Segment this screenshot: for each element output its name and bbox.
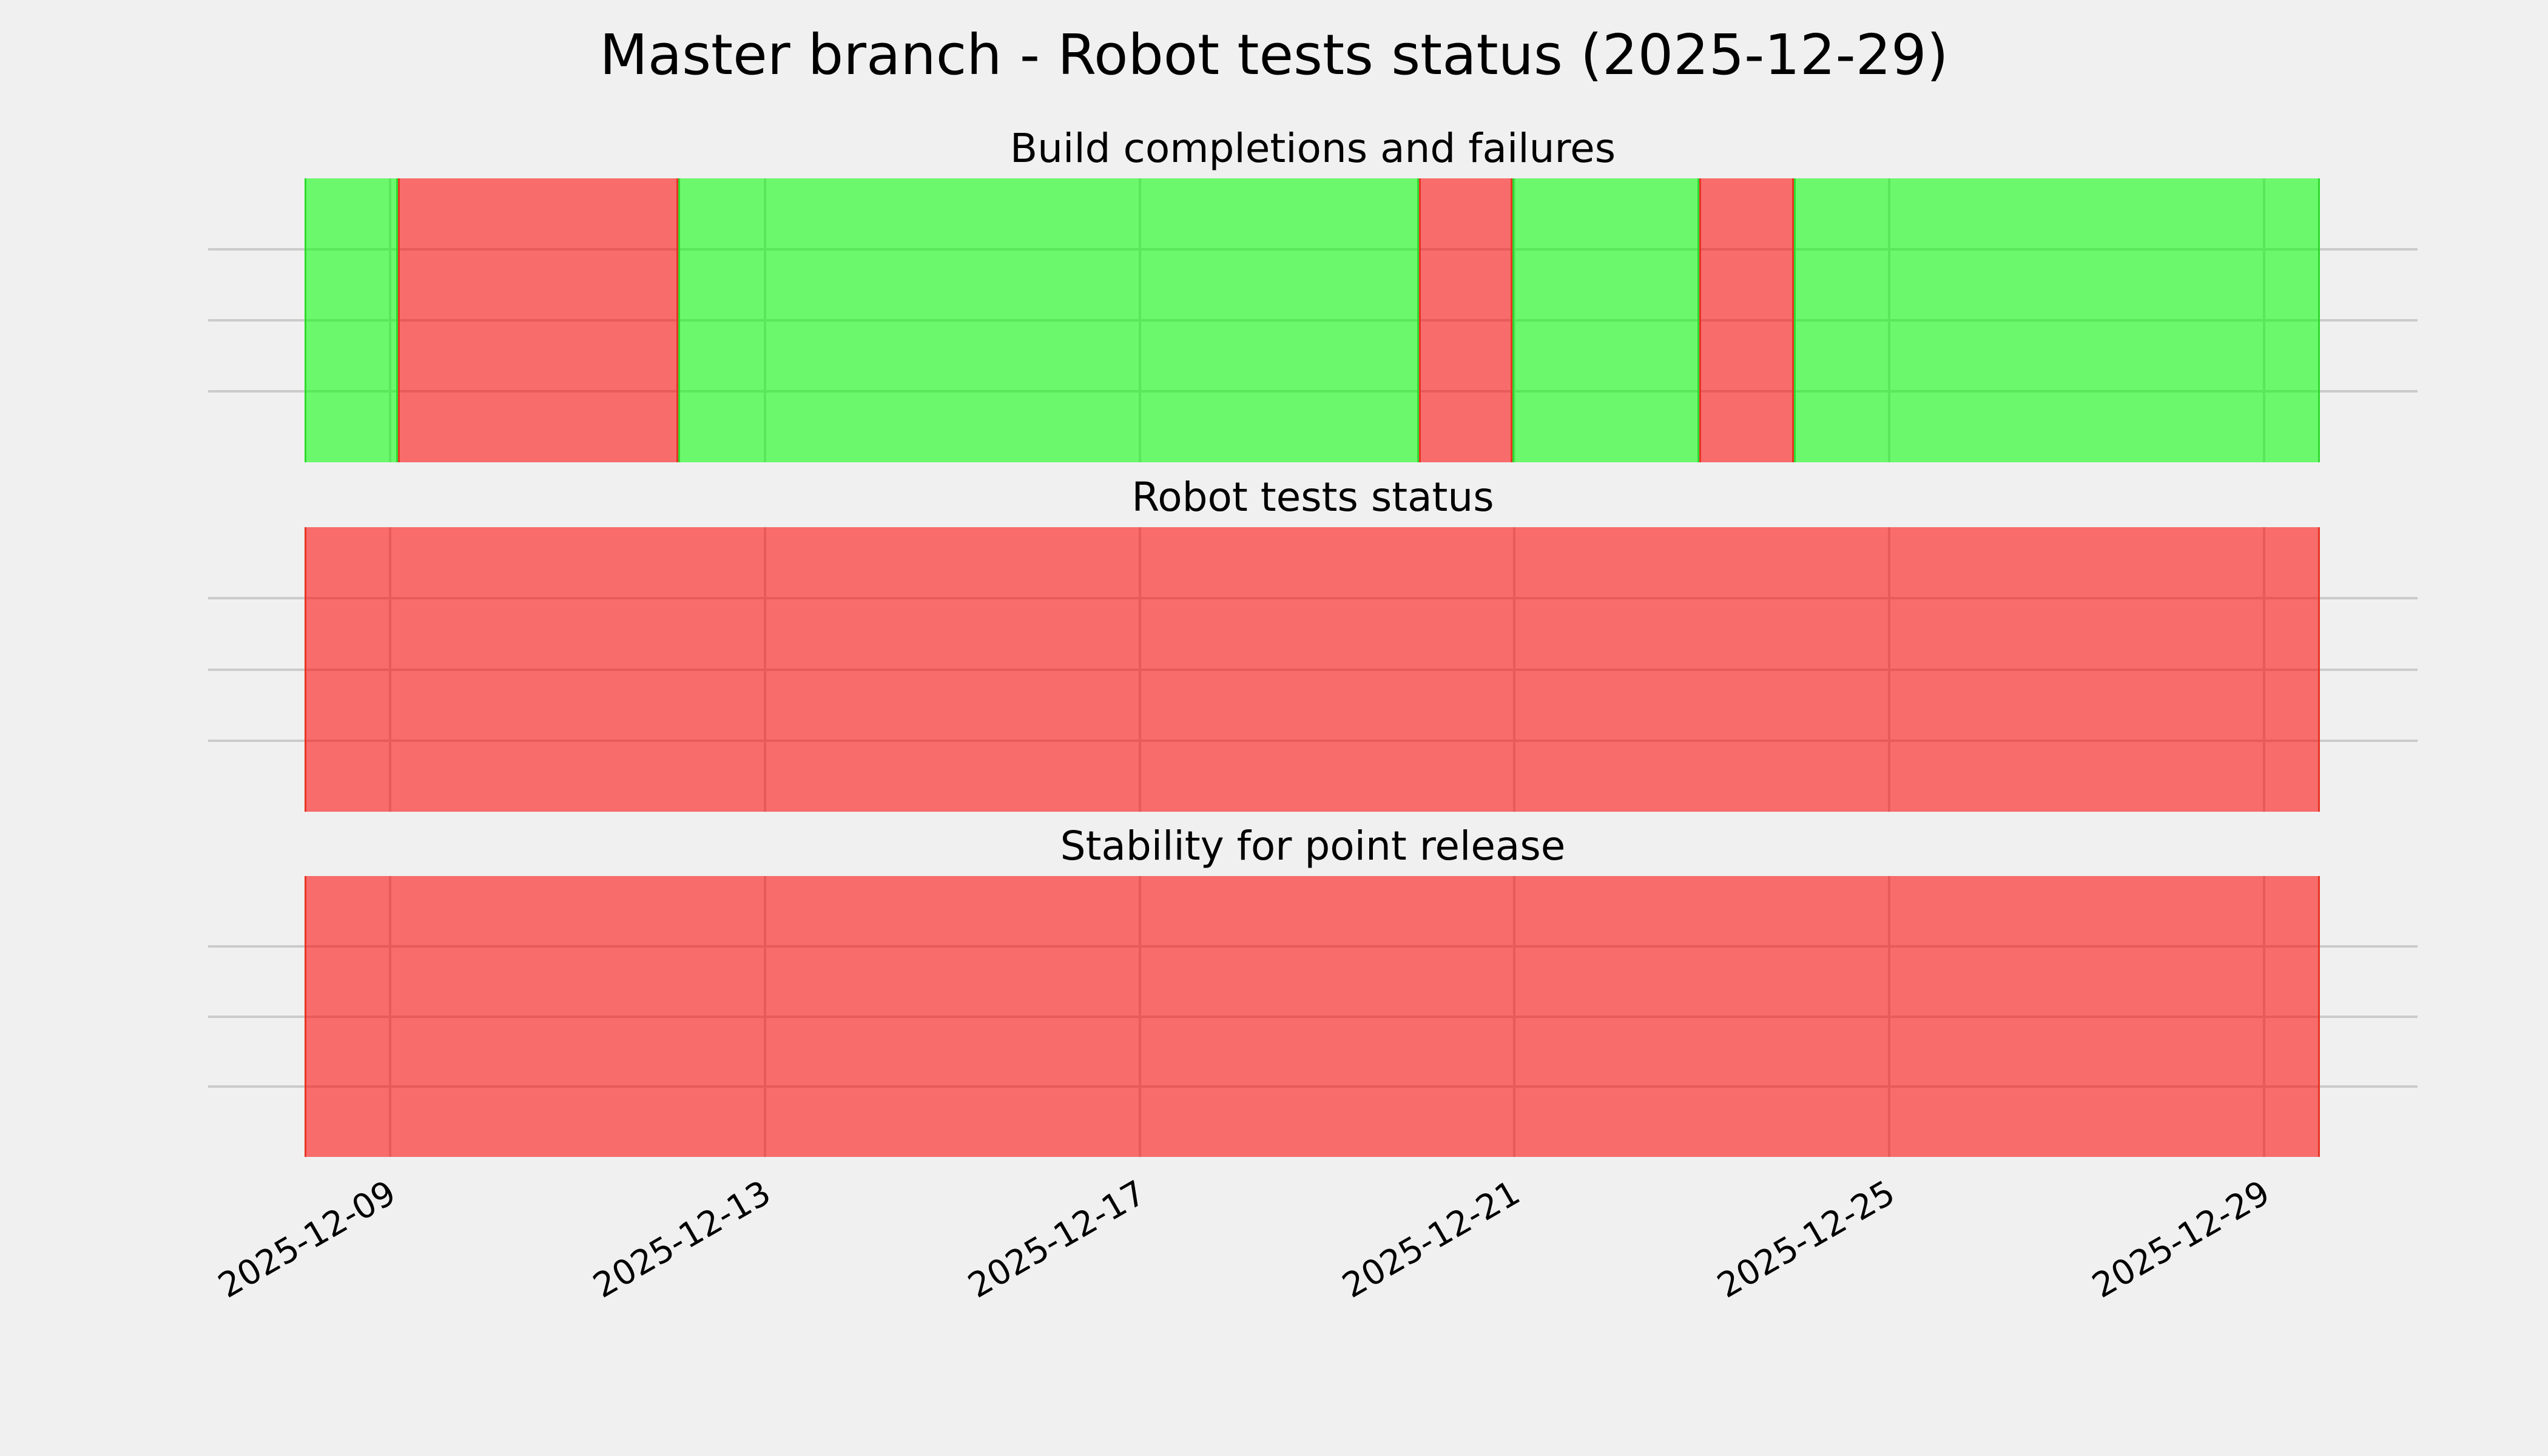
status-segment-success bbox=[305, 178, 399, 462]
status-segment-failure bbox=[1419, 178, 1512, 462]
status-bar bbox=[305, 178, 2320, 462]
status-bar bbox=[305, 527, 2320, 812]
status-segment-success bbox=[1512, 178, 1700, 462]
status-segment-failure bbox=[305, 876, 2320, 1157]
plot-area bbox=[208, 178, 2418, 462]
plot-area bbox=[208, 527, 2418, 812]
status-segment-success bbox=[1793, 178, 2320, 462]
plot-area bbox=[208, 876, 2418, 1157]
subplot-title: Stability for point release bbox=[1060, 823, 1566, 869]
subplot-title: Build completions and failures bbox=[1009, 125, 1616, 172]
x-tick-label: 2025-12-09 bbox=[211, 1173, 402, 1306]
x-tick-label: 2025-12-29 bbox=[2085, 1173, 2276, 1306]
status-segment-failure bbox=[1699, 178, 1794, 462]
x-tick-label: 2025-12-21 bbox=[1335, 1173, 1526, 1306]
subplot-title: Robot tests status bbox=[1131, 474, 1494, 521]
status-segment-failure bbox=[398, 178, 678, 462]
x-tick-label: 2025-12-13 bbox=[586, 1173, 777, 1306]
x-tick-label: 2025-12-25 bbox=[1710, 1173, 1901, 1306]
status-segment-failure bbox=[305, 527, 2320, 812]
figure-title: Master branch - Robot tests status (2025… bbox=[599, 22, 1949, 87]
x-tick-label: 2025-12-17 bbox=[961, 1173, 1152, 1306]
status-bar bbox=[305, 876, 2320, 1157]
status-segment-success bbox=[678, 178, 1420, 462]
